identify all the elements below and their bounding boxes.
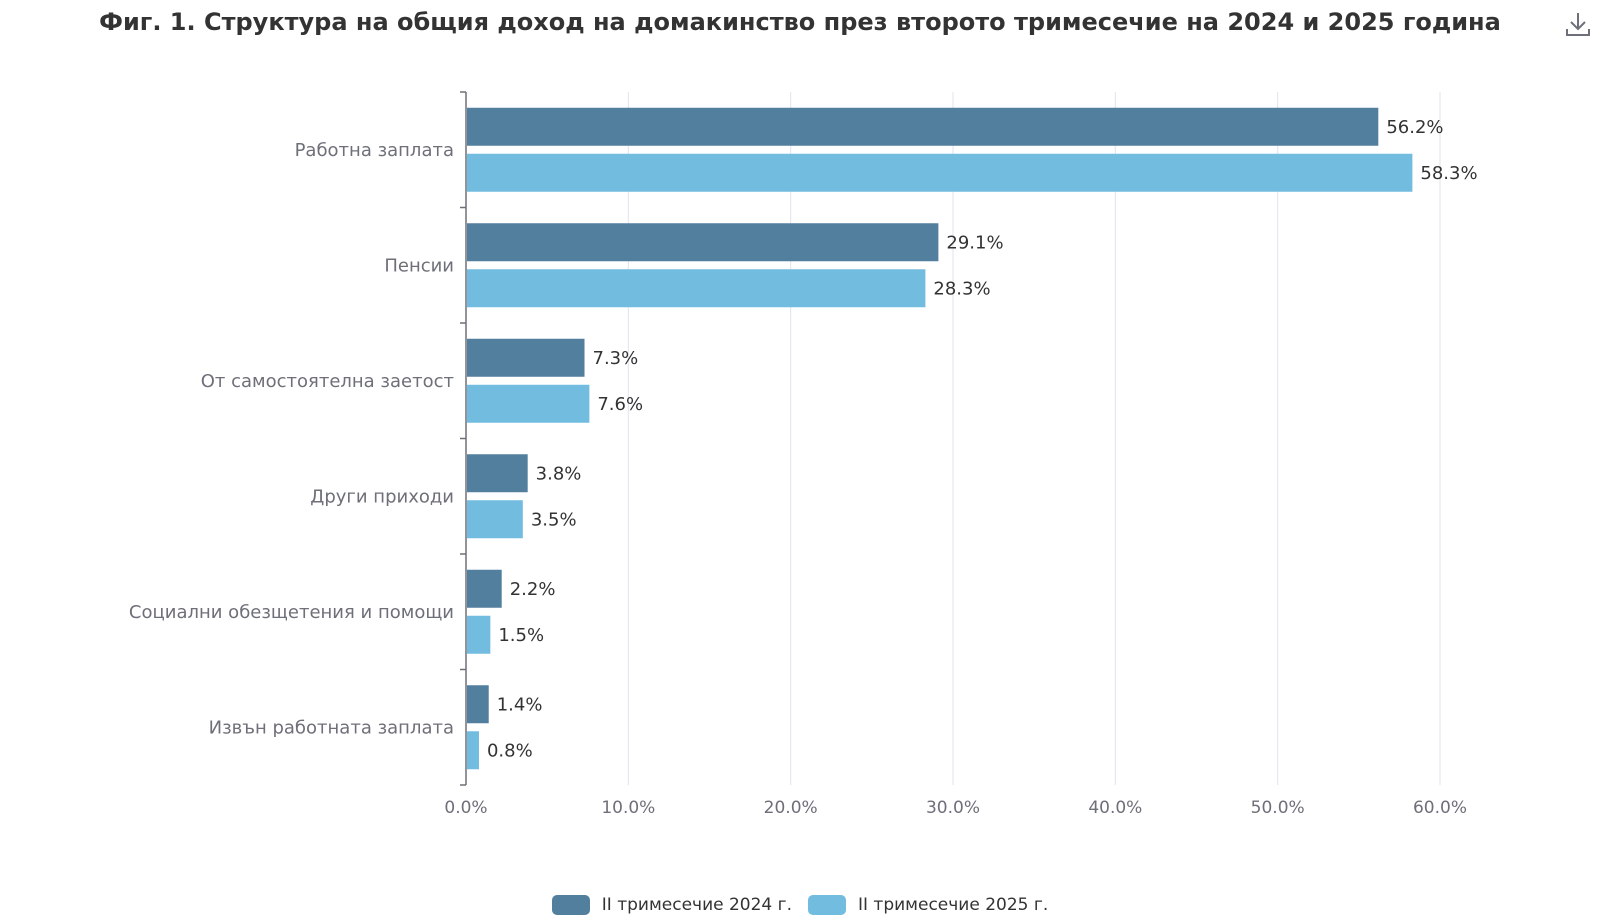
legend-label-2024: II тримесечие 2024 г. — [601, 895, 792, 915]
data-label: 3.5% — [531, 509, 577, 530]
bar-2025 — [467, 153, 1413, 192]
data-label: 28.3% — [933, 278, 990, 299]
data-label: 29.1% — [946, 232, 1003, 253]
data-label: 2.2% — [510, 579, 556, 600]
chart-title: Фиг. 1. Структура на общия доход на дома… — [99, 8, 1501, 36]
bar-2025 — [467, 500, 523, 539]
data-label: 56.2% — [1386, 117, 1443, 138]
legend-swatch-2025 — [808, 895, 846, 915]
download-icon[interactable] — [1564, 10, 1592, 38]
bar-2025 — [467, 384, 590, 423]
x-tick-label: 60.0% — [1413, 798, 1467, 818]
data-label: 7.6% — [597, 394, 643, 415]
legend-item-2025[interactable]: II тримесечие 2025 г. — [808, 895, 1048, 915]
bar-2025 — [467, 269, 926, 308]
legend-item-2024[interactable]: II тримесечие 2024 г. — [551, 895, 792, 915]
category-label: Работна заплата — [295, 140, 454, 161]
data-label: 58.3% — [1420, 163, 1477, 184]
category-label: Извън работната заплата — [209, 717, 454, 738]
data-label: 3.8% — [536, 463, 582, 484]
bar-2024 — [467, 454, 528, 493]
bar-2024 — [467, 569, 502, 608]
bar-2024 — [467, 685, 489, 724]
data-label: 1.5% — [498, 625, 544, 646]
bar-2025 — [467, 731, 479, 770]
category-label: Други приходи — [310, 486, 454, 507]
legend-swatch-2024 — [551, 895, 590, 915]
x-tick-label: 30.0% — [926, 798, 980, 818]
x-tick-label: 50.0% — [1251, 798, 1305, 818]
bar-chart: 0.0% 10.0% 20.0% 30.0% 40.0% 50.0% 60.0% Работн… — [129, 91, 1478, 818]
x-tick-label: 40.0% — [1088, 798, 1142, 818]
category-label: Социални обезщетения и помощи — [129, 602, 454, 623]
x-tick-label: 20.0% — [764, 798, 818, 818]
category-label: Пенсии — [384, 255, 454, 276]
legend-label-2025: II тримесечие 2025 г. — [858, 895, 1049, 915]
category-label: От самостоятелна заетост — [201, 371, 454, 392]
bar-2024 — [467, 223, 939, 262]
bar-2024 — [467, 338, 585, 377]
data-label: 7.3% — [593, 348, 639, 369]
data-label: 1.4% — [497, 694, 543, 715]
download-icon-graphic — [1566, 13, 1590, 36]
chart-legend: II тримесечие 2024 г. II тримесечие 2025… — [0, 890, 1600, 920]
x-tick-label: 0.0% — [444, 798, 487, 818]
data-label: 0.8% — [487, 740, 533, 761]
x-tick-label: 10.0% — [601, 798, 655, 818]
bar-2025 — [467, 615, 491, 654]
bar-2024 — [467, 107, 1379, 146]
